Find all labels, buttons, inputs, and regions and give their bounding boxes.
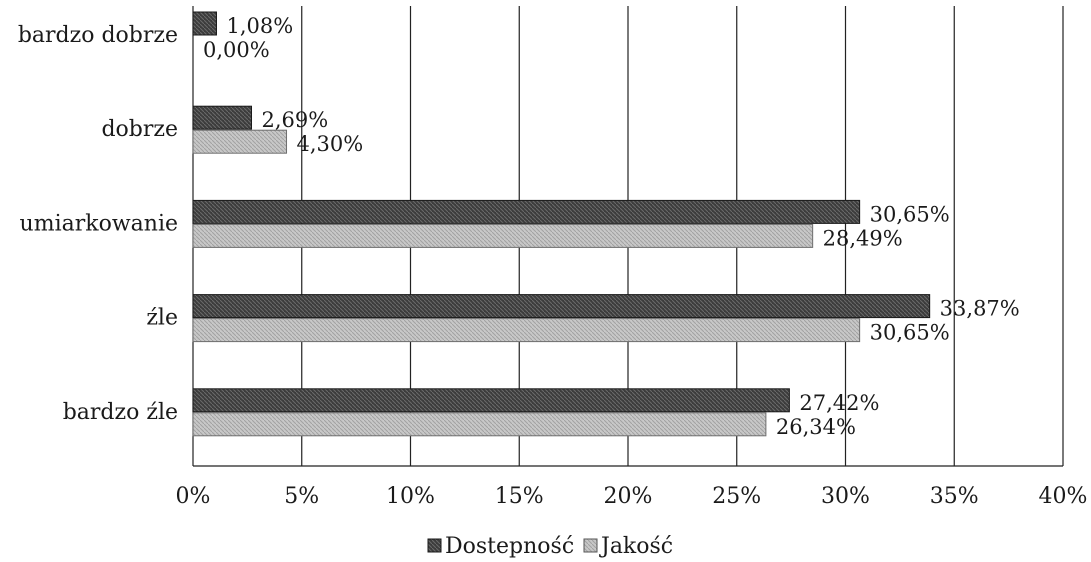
bar-jakosc-2: [192, 223, 814, 248]
x-tick-label-0: 0%: [176, 484, 211, 509]
bar-dostepnosc-1: [192, 105, 253, 130]
legend-swatch-jakosc: [583, 538, 598, 553]
data-label-jakosc-0: 0,00%: [203, 38, 270, 62]
bar-jakosc-4: [192, 412, 767, 437]
bar-jakosc-3: [192, 318, 861, 343]
legend: Dostepność Jakość: [427, 534, 673, 559]
x-tick-label-4: 20%: [604, 484, 653, 509]
bar-dostepnosc-0: [192, 11, 217, 36]
x-tick-label-5: 25%: [712, 484, 761, 509]
bar-dostepnosc-4: [192, 388, 790, 413]
legend-label-dostepnosc: Dostepność: [445, 534, 574, 559]
category-label-1: dobrze: [101, 117, 178, 142]
legend-label-jakosc: Jakość: [599, 534, 673, 559]
x-tick-label-1: 5%: [284, 484, 319, 509]
category-label-2: umiarkowanie: [20, 211, 178, 236]
legend-swatch-dostepnosc: [427, 538, 442, 553]
bars-group: [192, 11, 931, 437]
data-label-jakosc-4: 26,34%: [776, 415, 856, 439]
x-tick-label-6: 30%: [821, 484, 870, 509]
data-label-jakosc-2: 28,49%: [823, 226, 903, 250]
category-label-4: bardzo źle: [63, 400, 178, 425]
tick-labels-group: 0% 5% 10% 15% 20% 25% 30% 35% 40%: [176, 484, 1088, 509]
data-label-dostepnosc-1: 2,69%: [262, 108, 329, 132]
data-label-dostepnosc-2: 30,65%: [870, 202, 950, 226]
data-label-jakosc-3: 30,65%: [870, 321, 950, 345]
category-label-0: bardzo dobrze: [18, 23, 178, 48]
x-tick-label-2: 10%: [386, 484, 435, 509]
category-labels-group: bardzo dobrze dobrze umiarkowanie źle bardzo…: [18, 23, 178, 425]
bar-dostepnosc-3: [192, 294, 931, 319]
bar-jakosc-1: [192, 129, 288, 154]
data-label-dostepnosc-4: 27,42%: [799, 391, 879, 415]
data-labels-group: 1,08%0,00%2,69%4,30%30,65%28,49%33,87%30…: [203, 14, 1020, 439]
x-tick-label-3: 15%: [495, 484, 544, 509]
category-label-3: źle: [146, 306, 178, 331]
bar-dostepnosc-2: [192, 199, 861, 224]
data-label-dostepnosc-3: 33,87%: [940, 297, 1020, 321]
x-tick-label-7: 35%: [930, 484, 979, 509]
data-label-dostepnosc-0: 1,08%: [226, 14, 293, 38]
data-label-jakosc-1: 4,30%: [297, 132, 364, 156]
x-tick-label-8: 40%: [1039, 484, 1088, 509]
